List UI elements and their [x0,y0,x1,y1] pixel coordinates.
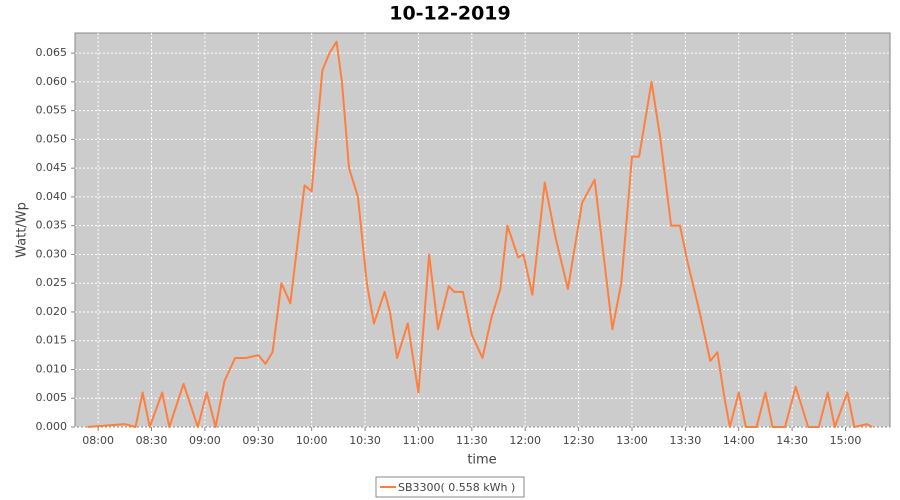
x-tick-label: 09:30 [242,434,274,447]
y-tick-label: 0.060 [36,75,68,88]
x-tick-label: 08:30 [136,434,168,447]
y-tick-label: 0.000 [36,420,68,433]
x-tick-label: 09:00 [189,434,221,447]
data-line [87,40,873,428]
x-tick-label: 14:30 [776,434,808,447]
legend-label: SB3300( 0.558 kWh ) [398,481,515,494]
y-tick-label: 0.045 [36,161,68,174]
x-tick-label: 13:00 [616,434,648,447]
y-tick-label: 0.065 [36,46,68,59]
y-tick-label: 0.015 [36,334,68,347]
y-tick-label: 0.020 [36,305,68,318]
x-tick-label: 12:30 [563,434,595,447]
x-tick-label: 10:30 [349,434,381,447]
legend [375,476,525,498]
x-tick-label: 08:00 [82,434,114,447]
y-tick-label: 0.040 [36,190,68,203]
x-tick-label: 13:30 [670,434,702,447]
x-axis-label: time [467,453,496,468]
y-tick-label: 0.005 [36,391,68,404]
chart-title: 10-12-2019 [389,3,511,25]
x-tick-label: 14:00 [723,434,755,447]
y-tick-label: 0.035 [36,219,68,232]
x-tick-label: 11:00 [403,434,435,447]
y-tick-label: 0.050 [36,132,68,145]
y-tick-label: 0.055 [36,104,68,117]
x-tick-label: 15:00 [830,434,862,447]
y-tick-label: 0.025 [36,276,68,289]
y-tick-label: 0.010 [36,362,68,375]
y-tick-label: 0.030 [36,247,68,260]
x-tick-label: 10:00 [296,434,328,447]
x-tick-label: 11:30 [456,434,488,447]
x-tick-label: 12:00 [509,434,541,447]
plot-area [74,32,891,428]
y-axis-label: Watt/Wp [15,202,30,258]
